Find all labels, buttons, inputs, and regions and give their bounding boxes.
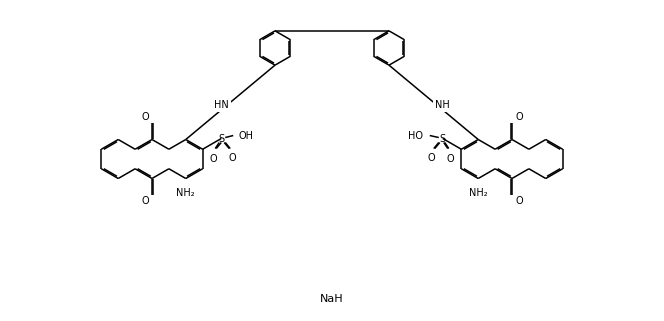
Text: O: O <box>515 112 523 122</box>
Text: HO: HO <box>408 131 423 141</box>
Text: NH₂: NH₂ <box>177 188 195 198</box>
Text: O: O <box>428 152 436 162</box>
Text: O: O <box>228 152 236 162</box>
Text: HN: HN <box>214 100 229 110</box>
Text: NH: NH <box>435 100 450 110</box>
Text: O: O <box>515 196 523 206</box>
Text: OH: OH <box>238 131 253 141</box>
Text: O: O <box>141 196 149 206</box>
Text: S: S <box>440 134 446 143</box>
Text: O: O <box>141 112 149 122</box>
Text: NaH: NaH <box>320 294 344 304</box>
Text: S: S <box>218 134 224 143</box>
Text: O: O <box>447 153 455 163</box>
Text: O: O <box>209 153 217 163</box>
Text: NH₂: NH₂ <box>469 188 487 198</box>
